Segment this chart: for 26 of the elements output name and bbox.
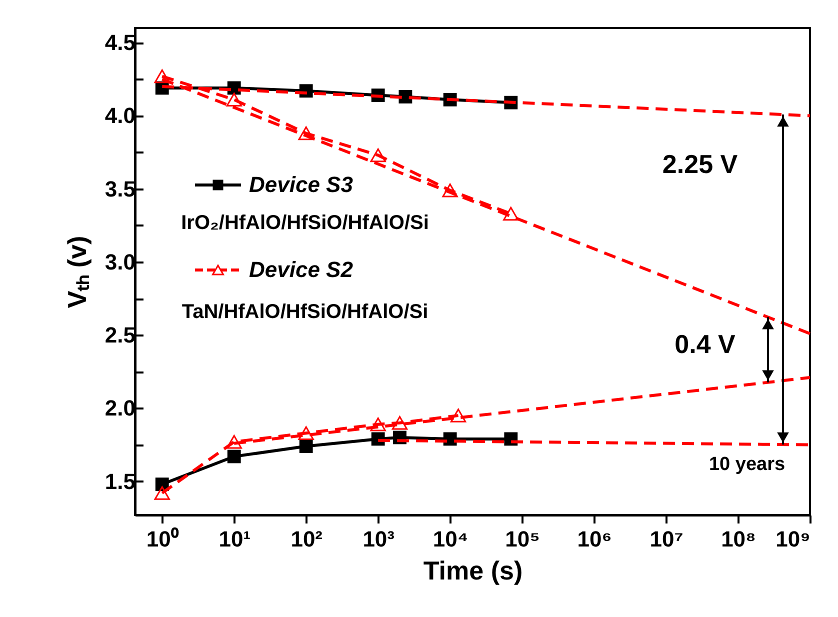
x-tick-label: 10⁸ bbox=[721, 526, 756, 552]
x-tick-label: 10⁶ bbox=[577, 526, 612, 552]
y-tick-label: 1.5 bbox=[104, 468, 136, 494]
x-tick-label: 10¹ bbox=[218, 526, 251, 552]
x-tick-label: 10³ bbox=[362, 526, 394, 552]
y-tick-label: 2.5 bbox=[104, 322, 136, 348]
y-axis-title: Vₜₕ (v) bbox=[62, 236, 92, 308]
y-tick-label: 4.0 bbox=[104, 103, 136, 128]
legend-label: Device S3 bbox=[249, 172, 353, 197]
annotation: IrO₂/HfAlO/HfSiO/HfAlO/Si bbox=[181, 212, 429, 234]
x-axis-title: Time (s) bbox=[423, 556, 523, 586]
y-tick-label: 3.5 bbox=[104, 176, 136, 202]
annotation: TaN/HfAlO/HfSiO/HfAlO/Si bbox=[182, 301, 428, 323]
x-tick-label: 10⁵ bbox=[505, 526, 540, 552]
x-tick-label: 10⁷ bbox=[650, 526, 684, 552]
x-tick-label: 10⁴ bbox=[432, 526, 468, 552]
x-tick-label: 10⁰ bbox=[146, 526, 179, 552]
x-tick-label: 10² bbox=[290, 526, 322, 552]
annotation: 10 years bbox=[708, 454, 786, 475]
legend-label: Device S2 bbox=[249, 257, 354, 282]
y-tick-label: 3.0 bbox=[104, 249, 136, 274]
annotation: 2.25 V bbox=[662, 149, 738, 179]
y-tick-label: 2.0 bbox=[104, 396, 136, 421]
x-tick-label: 10⁹ bbox=[776, 526, 810, 552]
y-tick-label: 4.5 bbox=[104, 30, 136, 56]
annotation: 0.4 V bbox=[674, 329, 736, 359]
